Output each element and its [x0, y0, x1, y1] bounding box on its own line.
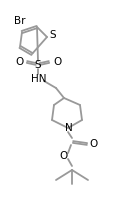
Text: O: O	[89, 139, 97, 149]
Text: Br: Br	[14, 16, 26, 26]
Text: O: O	[59, 151, 67, 161]
Text: S: S	[50, 30, 56, 40]
Text: HN: HN	[31, 74, 47, 84]
Text: O: O	[15, 57, 23, 67]
Text: N: N	[65, 123, 73, 133]
Text: S: S	[35, 60, 41, 70]
Text: O: O	[53, 57, 61, 67]
